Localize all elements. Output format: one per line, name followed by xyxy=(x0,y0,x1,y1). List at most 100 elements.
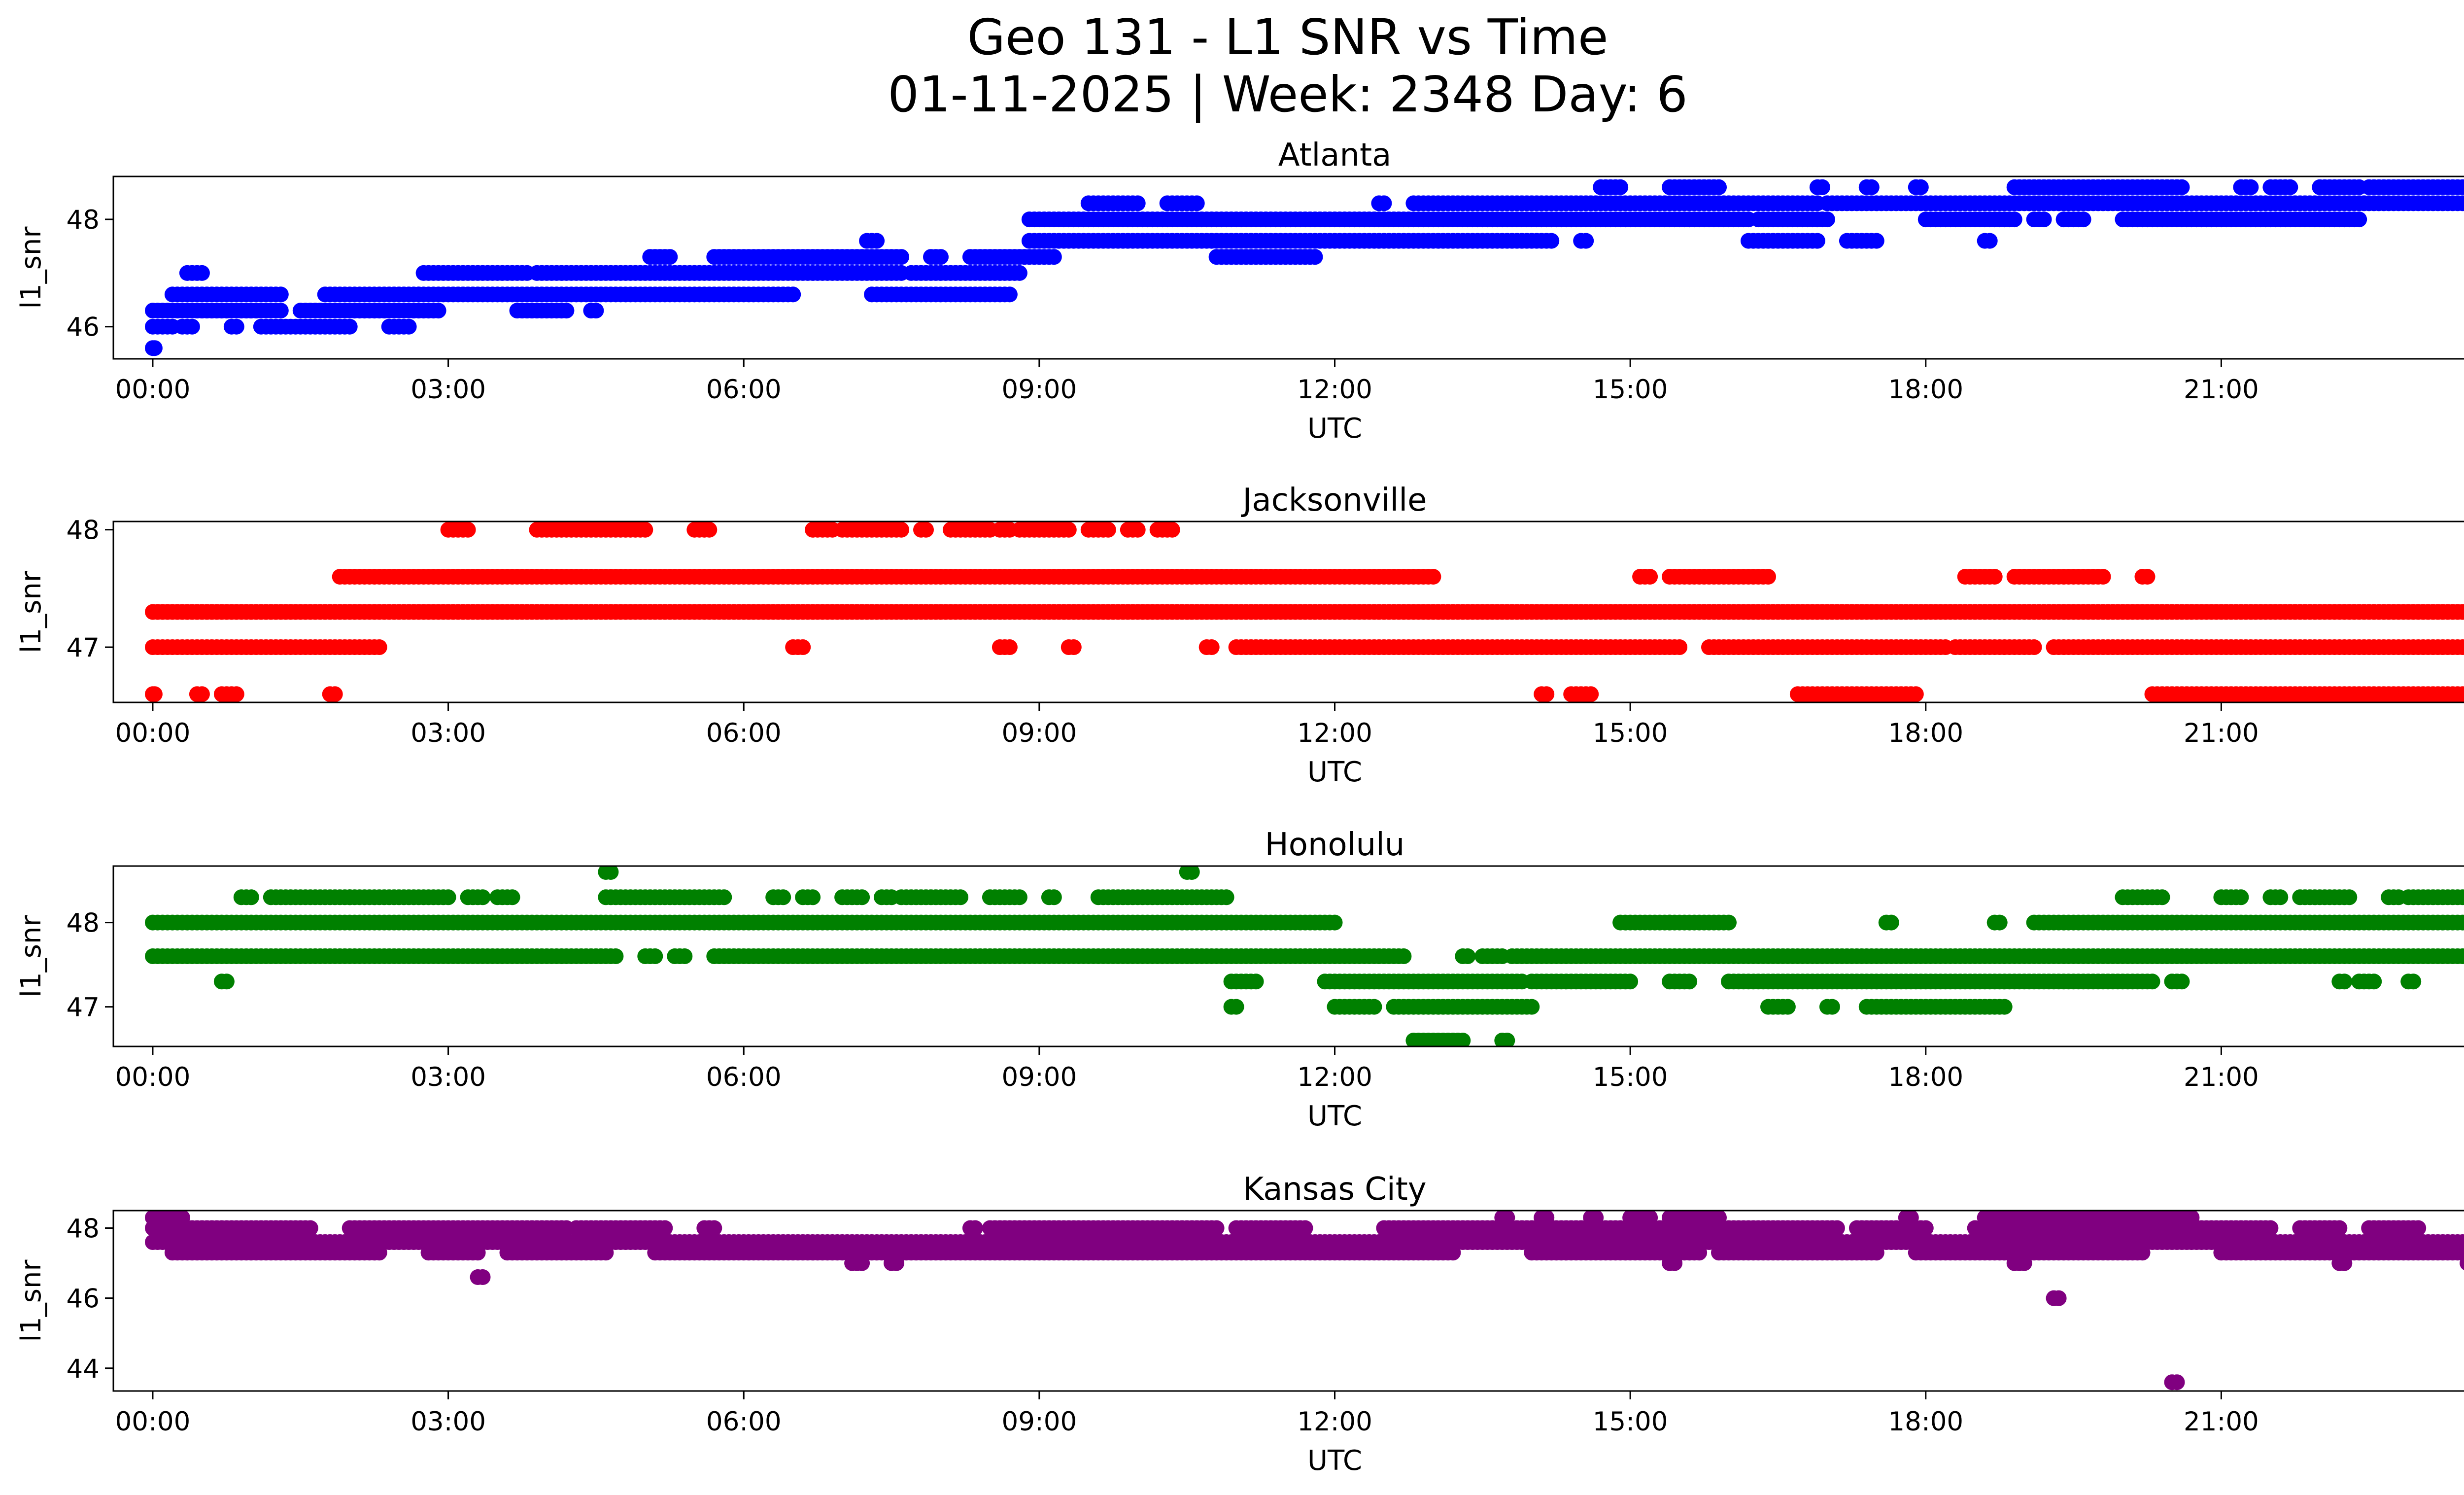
scatter-points xyxy=(145,522,2464,702)
data-point xyxy=(2341,889,2358,905)
data-point xyxy=(1991,914,2008,931)
x-tick-label: 09:00 xyxy=(1001,1062,1077,1092)
data-point xyxy=(706,1220,722,1236)
data-point xyxy=(146,340,163,356)
data-point xyxy=(1203,639,1220,655)
data-point xyxy=(1046,889,1062,905)
data-point xyxy=(1011,889,1027,905)
x-tick-label: 03:00 xyxy=(411,718,486,748)
data-point xyxy=(1001,286,1018,303)
data-point xyxy=(2139,569,2156,585)
data-point xyxy=(1164,522,1180,538)
data-point xyxy=(1248,973,1264,990)
data-point xyxy=(1460,948,1476,964)
x-axis-label: UTC xyxy=(1307,756,1362,788)
subplot-title: Honolulu xyxy=(1265,827,1405,863)
x-tick-label: 09:00 xyxy=(1001,375,1077,405)
data-point xyxy=(2460,1235,2464,1250)
data-point xyxy=(1218,889,1234,905)
figure-title-line1: Geo 131 - L1 SNR vs Time xyxy=(967,8,1608,66)
x-tick-label: 06:00 xyxy=(706,718,782,748)
scatter-points xyxy=(145,179,2464,356)
data-point xyxy=(775,889,791,905)
data-point xyxy=(273,286,289,303)
data-point xyxy=(662,249,678,265)
data-point xyxy=(2282,179,2298,195)
x-tick-label: 06:00 xyxy=(706,375,782,405)
data-point xyxy=(1524,999,1540,1015)
data-point xyxy=(184,318,200,335)
data-point xyxy=(2154,889,2170,905)
data-point xyxy=(893,522,909,538)
x-tick-label: 09:00 xyxy=(1001,718,1077,748)
data-point xyxy=(1001,639,1018,655)
data-point xyxy=(1539,686,1555,702)
data-point xyxy=(657,1220,673,1236)
data-point xyxy=(1061,522,1077,538)
data-point xyxy=(1809,233,1825,249)
data-point xyxy=(2144,973,2160,990)
x-tick-label: 21:00 xyxy=(2184,718,2259,748)
data-point xyxy=(854,889,870,905)
y-axis-label: l1_snr xyxy=(15,915,47,998)
scatter-points xyxy=(145,866,2464,1046)
data-point xyxy=(194,686,210,702)
data-point xyxy=(302,1220,318,1236)
data-point xyxy=(371,639,387,655)
data-point xyxy=(2460,196,2464,210)
x-tick-label: 21:00 xyxy=(2184,1062,2259,1092)
data-point xyxy=(677,948,693,964)
x-tick-label: 12:00 xyxy=(1297,375,1372,405)
data-point xyxy=(1982,233,1998,249)
data-point xyxy=(475,889,491,905)
data-point xyxy=(430,303,446,319)
x-tick-label: 03:00 xyxy=(411,1062,486,1092)
data-point xyxy=(805,889,821,905)
data-point xyxy=(558,303,575,319)
data-point xyxy=(1327,914,1343,931)
scatter-points xyxy=(145,1211,2464,1391)
data-point xyxy=(1711,179,1727,195)
data-point xyxy=(2233,889,2249,905)
data-point xyxy=(2460,605,2464,619)
data-point xyxy=(2243,179,2259,195)
figure-title-line2: 01-11-2025 | Week: 2348 Day: 6 xyxy=(888,66,1687,123)
data-point xyxy=(1499,1033,1515,1046)
data-point xyxy=(637,522,653,538)
data-point xyxy=(1366,999,1382,1015)
data-point xyxy=(1297,1220,1313,1236)
data-point xyxy=(1681,973,1698,990)
data-point xyxy=(2460,640,2464,655)
data-point xyxy=(1913,179,1929,195)
y-tick-label: 47 xyxy=(67,993,100,1023)
data-point xyxy=(967,1220,983,1236)
x-axis-label: UTC xyxy=(1307,1100,1362,1132)
data-point xyxy=(2051,1290,2067,1306)
data-point xyxy=(2351,211,2367,228)
data-point xyxy=(342,318,358,335)
data-point xyxy=(1307,249,1323,265)
x-tick-label: 12:00 xyxy=(1297,718,1372,748)
data-point xyxy=(918,522,934,538)
data-point xyxy=(2460,687,2464,701)
data-point xyxy=(1868,233,1884,249)
data-point xyxy=(2405,973,2422,990)
data-point xyxy=(401,318,417,335)
x-tick-label: 15:00 xyxy=(1593,1062,1668,1092)
y-tick-label: 48 xyxy=(67,516,100,546)
y-tick-label: 46 xyxy=(67,313,100,343)
x-tick-label: 03:00 xyxy=(411,375,486,405)
data-point xyxy=(1011,265,1027,281)
data-point xyxy=(2169,1374,2185,1391)
data-point xyxy=(1455,1033,1471,1046)
data-point xyxy=(2174,179,2190,195)
subplot-title: Jacksonville xyxy=(1241,482,1427,519)
data-point xyxy=(1642,569,1658,585)
x-axis-label: UTC xyxy=(1307,413,1362,445)
data-point xyxy=(2026,639,2042,655)
data-point xyxy=(1780,999,1796,1015)
x-tick-label: 00:00 xyxy=(115,1062,191,1092)
